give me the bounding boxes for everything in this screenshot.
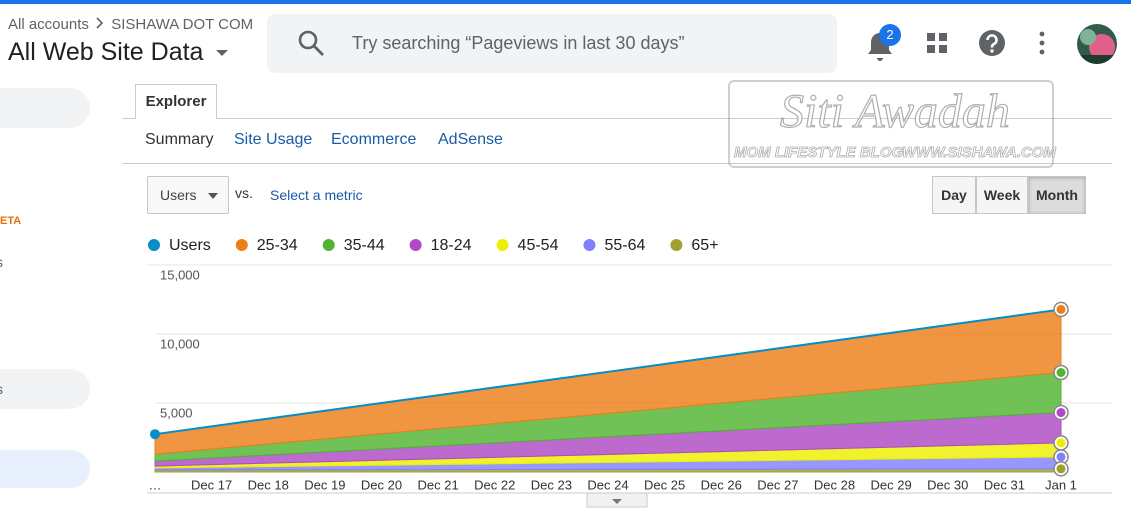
help-icon[interactable] (978, 29, 1006, 57)
x-tick-label: Jan 1 (1045, 477, 1077, 492)
legend-label: 18-24 (431, 237, 472, 254)
legend-swatch (235, 239, 248, 251)
sidebar-item[interactable]: s (0, 254, 3, 270)
granularity-button[interactable]: Month (1028, 176, 1086, 214)
breadcrumb: All accounts SISHAWA DOT COM (8, 16, 253, 33)
avatar[interactable] (1076, 23, 1118, 65)
subtab[interactable]: Summary (145, 131, 214, 148)
view-selector[interactable]: All Web Site Data (8, 38, 230, 67)
collapse-caret (612, 499, 622, 504)
x-tick-label: Dec 20 (361, 477, 402, 492)
legend-swatch (409, 239, 422, 251)
sidebar-item[interactable]: s (0, 381, 3, 397)
legend-swatch (148, 239, 160, 251)
x-tick-label: Dec 30 (927, 477, 968, 492)
watermark-tagline: MOM LIFESTYLE BLOG (734, 144, 904, 162)
x-tick-label: Dec 31 (984, 477, 1025, 492)
legend-swatch (322, 239, 335, 251)
chevron (96, 17, 104, 29)
x-tick-label: Dec 27 (757, 477, 798, 492)
x-tick-label: Dec 19 (304, 477, 345, 492)
legend-label: Users (169, 237, 211, 254)
legend-swatch (496, 239, 509, 251)
x-tick-label: Dec 23 (531, 477, 572, 492)
x-tick-label: Dec 29 (871, 477, 912, 492)
x-tick-label: Dec 24 (587, 477, 628, 492)
x-tick-label: Dec 18 (248, 477, 289, 492)
metric-dropdown[interactable]: Users (147, 176, 229, 214)
notification-badge: 2 (879, 24, 901, 46)
end-marker-dot (1056, 438, 1066, 448)
series-line (154, 308, 1062, 436)
sidebar-pill[interactable] (0, 369, 90, 409)
sidebar-pill[interactable] (0, 88, 90, 128)
y-tick-label: 5,000 (160, 405, 193, 420)
y-tick-label: 10,000 (160, 336, 200, 351)
granularity-button[interactable]: Week (976, 176, 1028, 214)
dropdown-caret (216, 50, 229, 57)
x-tick-label: Dec 17 (191, 477, 232, 492)
tab-divider (122, 118, 1112, 119)
y-tick-label: 15,000 (160, 267, 200, 282)
secondary-metric[interactable]: Select a metric (270, 187, 363, 203)
legend-label: 65+ (691, 237, 718, 254)
apps-icon[interactable] (925, 31, 949, 55)
end-marker-dot (1056, 464, 1066, 474)
granularity-button[interactable]: Day (932, 176, 976, 214)
end-marker-dot (1056, 408, 1066, 418)
end-marker-dot (1056, 304, 1066, 314)
legend-swatch (583, 239, 596, 251)
top-bar (0, 0, 1131, 4)
legend-label: 25-34 (257, 237, 298, 254)
subtab[interactable]: Site Usage (234, 131, 313, 148)
breadcrumb-account[interactable]: All accounts (8, 16, 89, 33)
sidebar-label: ETA (0, 215, 22, 227)
watermark: Siti Awadah MOM LIFESTYLE BLOG WWW.SISHA… (728, 80, 1057, 168)
x-tick-label: Dec 21 (418, 477, 459, 492)
x-tick-label: Dec 26 (701, 477, 742, 492)
point-marker (150, 429, 160, 440)
legend-label: 55-64 (604, 237, 645, 254)
watermark-url: WWW.SISHAWA.COM (902, 144, 1057, 162)
end-marker-dot (1056, 452, 1066, 462)
search-placeholder: Try searching “Pageviews in last 30 days… (352, 33, 685, 53)
more-icon[interactable] (1037, 29, 1047, 57)
subtab[interactable]: Ecommerce (331, 131, 417, 148)
x-tick-label: Dec 22 (474, 477, 515, 492)
dropdown-caret (208, 193, 218, 199)
legend-label: 35-44 (344, 237, 385, 254)
explorer-tab[interactable]: Explorer (135, 84, 217, 119)
end-marker-dot (1056, 368, 1066, 378)
watermark-title: Siti Awadah (779, 84, 1010, 138)
breadcrumb-property[interactable]: SISHAWA DOT COM (111, 16, 254, 33)
subtab-divider (122, 163, 1112, 164)
vs-label: vs. (235, 185, 253, 201)
subtab[interactable]: AdSense (438, 131, 503, 148)
search-icon (298, 30, 324, 56)
x-tick-label: … (149, 477, 162, 492)
metric-primary: Users (160, 187, 197, 203)
search-box[interactable]: Try searching “Pageviews in last 30 days… (267, 14, 837, 73)
x-tick-label: Dec 28 (814, 477, 855, 492)
sidebar-pill-active[interactable] (0, 450, 90, 488)
view-name: All Web Site Data (8, 38, 204, 66)
legend-label: 45-54 (518, 237, 559, 254)
x-tick-label: Dec 25 (644, 477, 685, 492)
legend-swatch (670, 239, 683, 251)
